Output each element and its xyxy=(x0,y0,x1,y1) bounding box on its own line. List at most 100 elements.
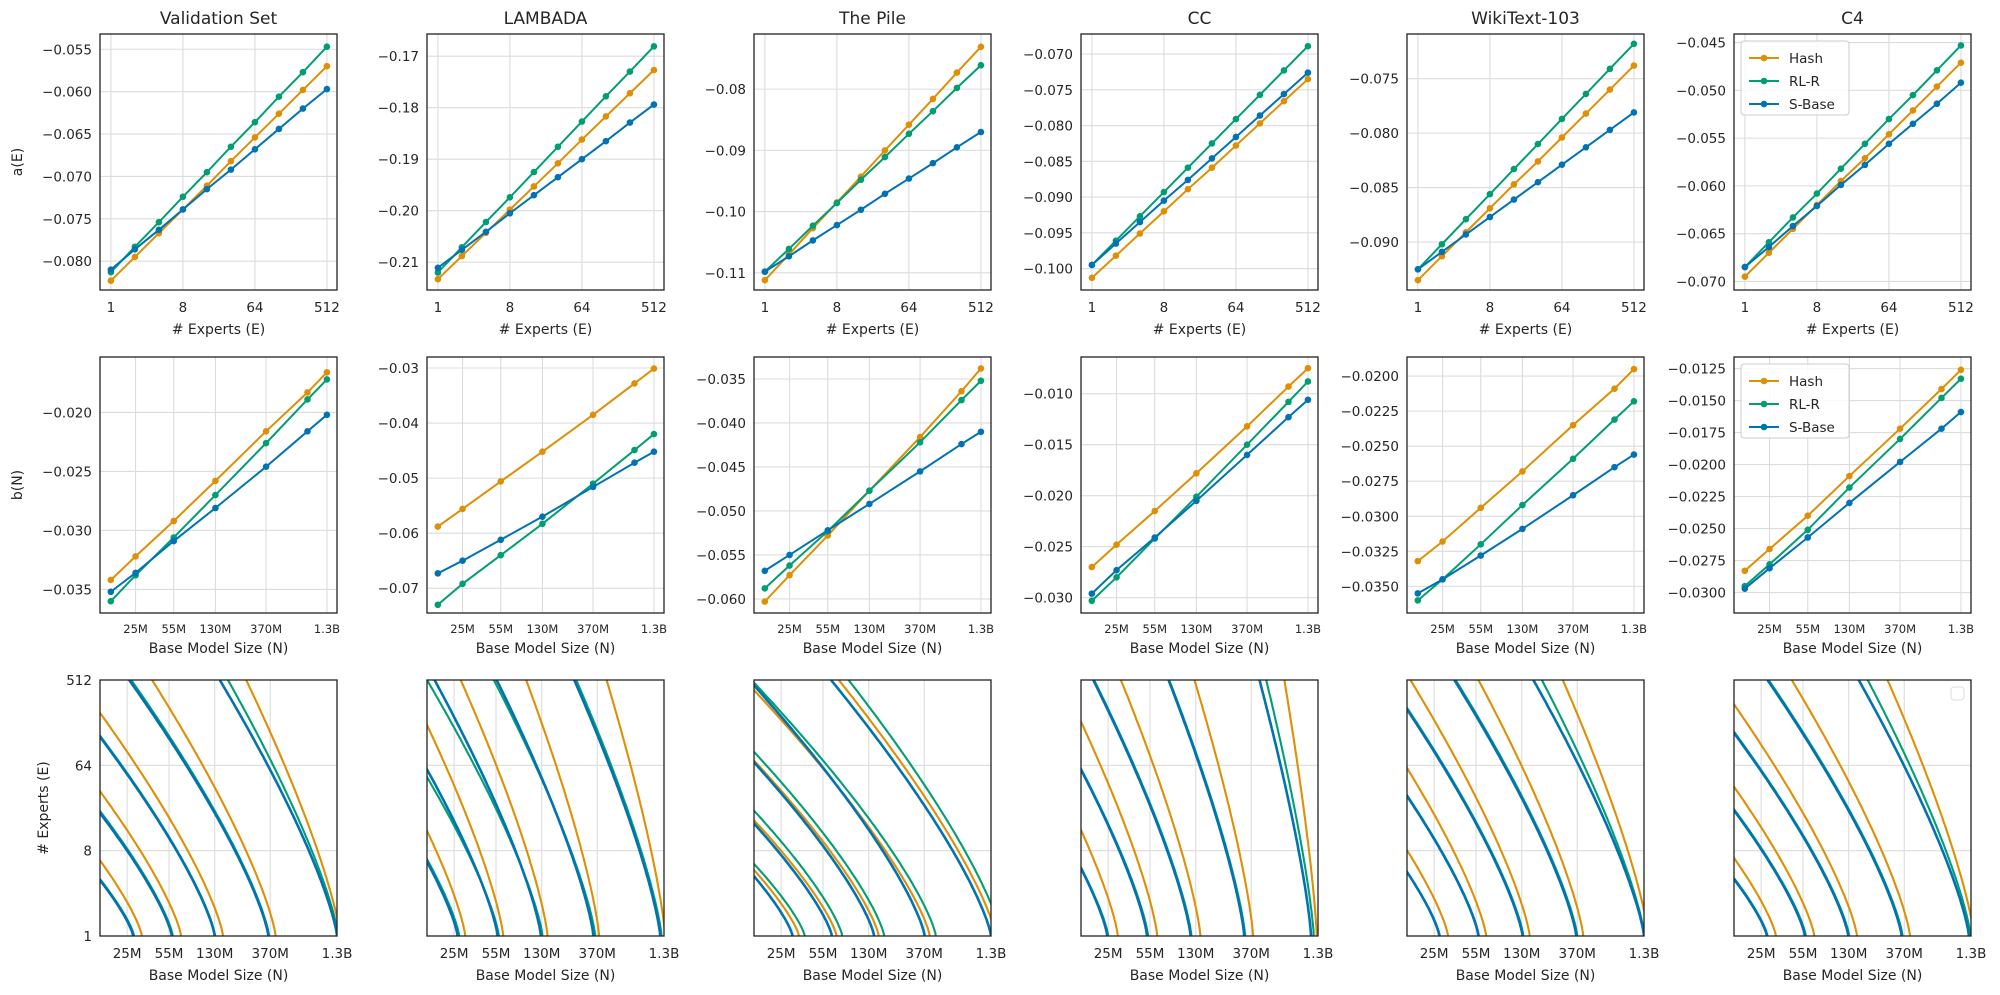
contour-line-hash xyxy=(1193,680,1255,936)
data-point-rl-r xyxy=(1933,66,1941,74)
panel-r2-c3: 25M 55M 130M 370M 1.3B −0.060 −0.055 −0.050 −0.0… xyxy=(696,356,994,657)
contour-line-rl-r xyxy=(427,775,500,936)
x-tick-label: 370M xyxy=(1884,622,1916,636)
data-point-hash xyxy=(1414,557,1422,565)
x-tick-label: 8 xyxy=(1160,300,1169,316)
data-point-rl-r xyxy=(1232,115,1240,123)
data-point-s-base xyxy=(977,128,985,136)
data-point-s-base xyxy=(203,185,211,193)
data-point-s-base xyxy=(1630,451,1638,458)
series-line-rl-r xyxy=(1417,43,1635,270)
data-point-rl-r xyxy=(554,143,562,151)
data-point-rl-r xyxy=(212,491,219,499)
data-point-s-base xyxy=(1909,120,1917,128)
data-point-rl-r xyxy=(626,68,634,75)
data-point-hash xyxy=(1486,204,1494,212)
contour-line-s-base xyxy=(1407,793,1480,936)
contour-line-rl-r xyxy=(227,680,337,935)
data-point-s-base xyxy=(1151,534,1159,541)
axes-frame xyxy=(1080,356,1319,614)
data-point-rl-r xyxy=(1885,115,1893,123)
data-point-rl-r xyxy=(1304,42,1312,50)
x-tick-label: 55M xyxy=(809,946,838,962)
contour-line-s-base xyxy=(218,680,337,936)
data-point-s-base xyxy=(1569,491,1577,499)
axes-frame xyxy=(1733,356,1972,614)
data-point-rl-r xyxy=(650,43,658,50)
data-point-s-base xyxy=(107,266,115,273)
data-point-s-base xyxy=(530,191,538,199)
data-point-hash xyxy=(1256,120,1264,127)
data-point-s-base xyxy=(170,537,178,545)
contour-line-s-base xyxy=(754,760,876,936)
data-point-hash xyxy=(434,275,442,283)
axes-frame xyxy=(99,356,338,614)
data-point-rl-r xyxy=(1558,115,1566,123)
plot-area xyxy=(100,680,337,936)
y-tick-label: −0.045 xyxy=(1676,36,1726,52)
data-point-s-base xyxy=(1256,112,1264,119)
plot-area xyxy=(1414,365,1638,604)
y-tick-label: −0.09 xyxy=(705,143,746,159)
x-tick-label: 55M xyxy=(1789,946,1818,962)
data-point-hash xyxy=(1519,468,1526,475)
data-point-hash xyxy=(323,62,331,70)
contour-line-s-base xyxy=(1081,865,1109,936)
data-point-rl-r xyxy=(1256,91,1264,99)
data-point-s-base xyxy=(458,246,466,254)
legend-marker-s-base xyxy=(1760,423,1768,431)
series-line-rl-r xyxy=(1744,44,1962,268)
x-tick-label: 512 xyxy=(1621,300,1647,316)
data-point-rl-r xyxy=(275,93,283,101)
data-point-rl-r xyxy=(1534,140,1542,148)
y-tick-label: −0.0275 xyxy=(1667,554,1726,570)
data-point-rl-r xyxy=(251,118,259,126)
contour-line-s-base xyxy=(128,680,270,936)
data-point-s-base xyxy=(554,173,562,181)
data-point-rl-r xyxy=(905,130,913,138)
data-point-s-base xyxy=(1765,243,1773,251)
contour-line-hash xyxy=(525,680,601,936)
legend: Hash RL-R S-Base xyxy=(1740,40,1850,116)
series-line-hash xyxy=(1091,78,1309,279)
data-point-rl-r xyxy=(977,61,985,69)
series-line-s-base xyxy=(764,131,982,273)
series-line-hash xyxy=(1744,61,1962,278)
data-point-s-base xyxy=(1243,451,1251,459)
plot-area xyxy=(107,43,331,284)
data-point-hash xyxy=(929,95,937,103)
contour-line-rl-r xyxy=(754,750,886,936)
x-tick-label: 1 xyxy=(1088,300,1097,316)
data-point-rl-r xyxy=(179,193,187,201)
data-point-hash xyxy=(1112,252,1120,259)
contour-line-s-base xyxy=(1734,876,1769,936)
x-tick-label: 512 xyxy=(1295,300,1321,316)
panel-r3-c1: 25M 55M 130M 370M 1.3B 1 8 64 512 Base Model Size… xyxy=(36,673,352,984)
data-point-s-base xyxy=(1088,590,1096,597)
data-point-s-base xyxy=(1957,408,1965,416)
y-tick-label: −0.080 xyxy=(1023,119,1073,135)
data-point-rl-r xyxy=(953,84,961,92)
data-point-hash xyxy=(304,389,311,396)
axes-frame xyxy=(1406,356,1645,614)
x-tick-label: 1.3B xyxy=(1629,946,1660,962)
series-line-s-base xyxy=(1744,81,1962,268)
contour-line-hash xyxy=(1477,680,1585,936)
series-line-hash xyxy=(437,367,655,528)
plot-area xyxy=(1081,680,1318,936)
data-point-rl-r xyxy=(1789,214,1797,221)
contour-line-hash xyxy=(1734,856,1777,936)
plot-area xyxy=(1407,680,1644,936)
data-point-hash xyxy=(958,388,965,395)
data-point-hash xyxy=(1938,385,1945,393)
data-point-rl-r xyxy=(866,487,873,495)
y-tick-label: −0.040 xyxy=(696,416,746,432)
y-tick-label: −0.085 xyxy=(1349,181,1399,197)
x-tick-label: 370M xyxy=(577,622,609,636)
data-point-hash xyxy=(1232,142,1240,149)
data-point-s-base xyxy=(1611,463,1618,471)
contour-line-s-base xyxy=(573,680,662,936)
axes-frame xyxy=(99,679,338,937)
data-point-rl-r xyxy=(1462,215,1470,223)
